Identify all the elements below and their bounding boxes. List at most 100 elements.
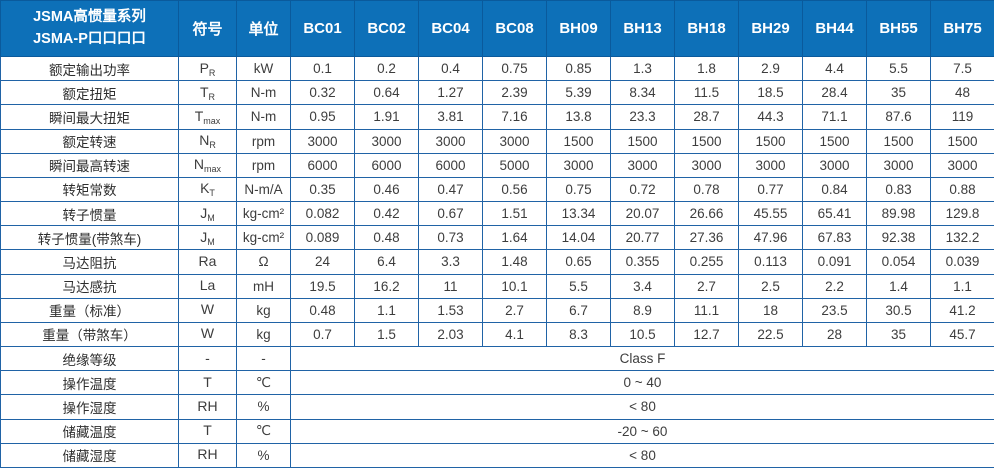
value-cell: 44.3 — [738, 104, 803, 130]
unit-cell: kg-cm² — [236, 225, 291, 251]
table-row: 瞬间最高转速 Nmax rpm 6000 6000 6000 5000 3000 3000 300… — [0, 152, 994, 178]
unit-cell: kg — [236, 297, 291, 323]
value-cell: 0.32 — [290, 80, 355, 106]
symbol-main: N — [199, 132, 210, 149]
unit-cell: rpm — [236, 128, 291, 154]
row-label: 瞬间最大扭矩 — [0, 104, 179, 130]
value-cell: 1500 — [674, 128, 739, 154]
value-cell: 3000 — [546, 152, 611, 178]
value-cell: 1.5 — [354, 321, 419, 348]
value-cell: 20.77 — [610, 225, 675, 251]
value-cell: 0.64 — [354, 80, 419, 106]
value-cell: 0.35 — [290, 176, 355, 203]
row-label: 马达感抗 — [0, 273, 179, 299]
value-cell: 2.2 — [802, 273, 867, 299]
col-header-bh18: BH18 — [674, 0, 739, 57]
value-cell: 0.85 — [546, 55, 611, 82]
value-cell: 28.4 — [802, 80, 867, 106]
value-cell: 27.36 — [674, 225, 739, 251]
symbol-subscript: M — [207, 236, 215, 247]
value-cell: 0.77 — [738, 176, 803, 203]
value-cell: 1500 — [738, 128, 803, 154]
value-cell: 13.8 — [546, 104, 611, 130]
value-cell: 5.39 — [546, 80, 611, 106]
value-cell: 1500 — [930, 128, 994, 154]
value-cell: 11.1 — [674, 297, 739, 323]
row-label: 马达阻抗 — [0, 249, 179, 275]
unit-cell: kg-cm² — [236, 201, 291, 227]
value-cell: 0.88 — [930, 176, 994, 203]
value-cell: 48 — [930, 80, 994, 106]
unit-cell: N-m — [236, 104, 291, 130]
table-row: 绝缘等级 - - Class F — [0, 346, 994, 372]
value-cell: 3000 — [866, 152, 931, 178]
value-cell: 89.98 — [866, 201, 931, 227]
value-cell: 8.3 — [546, 321, 611, 348]
value-cell: 0.56 — [482, 176, 547, 203]
value-cell: 0.2 — [354, 55, 419, 82]
symbol-cell: JM — [178, 225, 237, 251]
value-cell: 16.2 — [354, 273, 419, 299]
series-title-line2: JSMA-P口口口口 — [33, 30, 146, 47]
table-row: 额定转速 NR rpm 3000 3000 3000 3000 1500 1500 1500 150… — [0, 128, 994, 154]
value-cell: 6.4 — [354, 249, 419, 275]
value-cell: 13.34 — [546, 201, 611, 227]
value-cell: 3000 — [482, 128, 547, 154]
value-cell: 2.39 — [482, 80, 547, 106]
value-cell: 5000 — [482, 152, 547, 178]
value-cell: 35 — [866, 80, 931, 106]
symbol-subscript: max — [204, 164, 222, 175]
unit-cell: Ω — [236, 249, 291, 275]
series-title: JSMA高惯量系列 JSMA-P口口口口 — [0, 0, 179, 57]
col-header-bh75: BH75 — [930, 0, 994, 57]
value-cell: 14.04 — [546, 225, 611, 251]
unit-cell: kW — [236, 55, 291, 82]
value-cell: 4.4 — [802, 55, 867, 82]
value-cell: 7.5 — [930, 55, 994, 82]
value-cell: 2.5 — [738, 273, 803, 299]
table-row: 转子惯量(带煞车) JM kg-cm² 0.089 0.48 0.73 1.64 14.04 2… — [0, 225, 994, 251]
value-cell: 0.78 — [674, 176, 739, 203]
value-cell: 0.4 — [418, 55, 483, 82]
symbol-cell: PR — [178, 55, 237, 82]
col-header-bh44: BH44 — [802, 0, 867, 57]
symbol-cell: TR — [178, 80, 237, 106]
symbol-main: T — [203, 422, 212, 439]
unit-cell: rpm — [236, 152, 291, 178]
value-cell: 87.6 — [866, 104, 931, 130]
span-value-cell: Class F — [290, 346, 994, 372]
symbol-cell: KT — [178, 176, 237, 203]
unit-cell: % — [236, 394, 291, 420]
table-row: 转子惯量 JM kg-cm² 0.082 0.42 0.67 1.51 13.34 20.07 2… — [0, 201, 994, 227]
value-cell: 0.75 — [546, 176, 611, 203]
value-cell: 20.07 — [610, 201, 675, 227]
value-cell: 0.1 — [290, 55, 355, 82]
value-cell: 129.8 — [930, 201, 994, 227]
table-row: 储藏温度 T ℃ -20 ~ 60 — [0, 418, 994, 444]
value-cell: 26.66 — [674, 201, 739, 227]
symbol-cell: Tmax — [178, 104, 237, 130]
symbol-main: - — [205, 349, 210, 366]
unit-cell: mH — [236, 273, 291, 299]
value-cell: 0.84 — [802, 176, 867, 203]
symbol-subscript: R — [209, 140, 216, 151]
value-cell: 0.089 — [290, 225, 355, 251]
value-cell: 1500 — [866, 128, 931, 154]
symbol-main: N — [193, 156, 205, 173]
value-cell: 2.03 — [418, 321, 483, 348]
col-header-bh55: BH55 — [866, 0, 931, 57]
span-value-cell: -20 ~ 60 — [290, 418, 994, 444]
value-cell: 92.38 — [866, 225, 931, 251]
value-cell: 65.41 — [802, 201, 867, 227]
value-cell: 1.48 — [482, 249, 547, 275]
col-header-bh29: BH29 — [738, 0, 803, 57]
value-cell: 119 — [930, 104, 994, 130]
symbol-cell: RH — [178, 394, 237, 420]
value-cell: 71.1 — [802, 104, 867, 130]
unit-cell: % — [236, 442, 291, 468]
value-cell: 1500 — [546, 128, 611, 154]
symbol-cell: - — [178, 346, 237, 372]
